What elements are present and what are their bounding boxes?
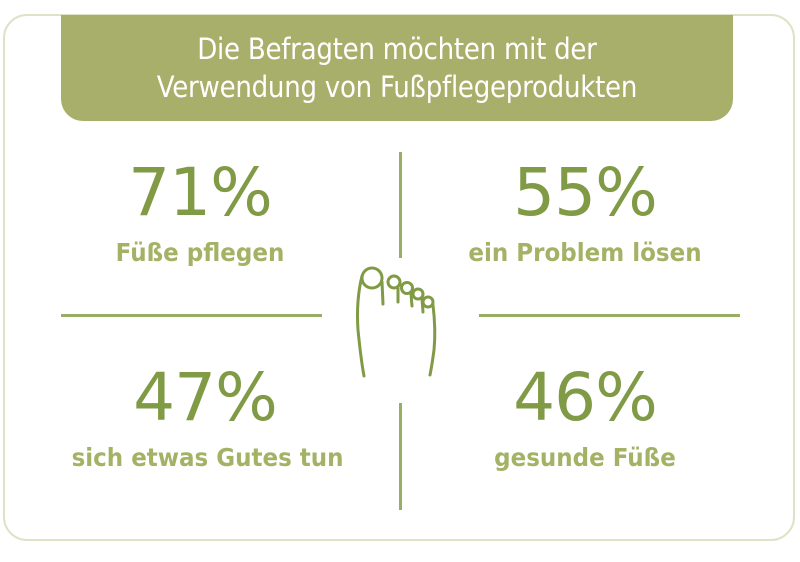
- stat-label: ein Problem lösen: [468, 238, 702, 267]
- stat-value: 55%: [513, 154, 658, 231]
- divider-left-horizontal: [61, 314, 322, 317]
- stat-value: 46%: [513, 359, 658, 436]
- title-line-1: Die Befragten möchten mit der: [197, 32, 597, 66]
- stat-top-left: 71% Füße pflegen: [90, 160, 310, 268]
- title-line-2: Verwendung von Fußpflegeprodukten: [156, 70, 638, 104]
- stat-value: 47%: [133, 359, 278, 436]
- title-banner: Die Befragten möchten mit der Verwendung…: [61, 15, 733, 121]
- stat-bottom-right: 46% gesunde Füße: [470, 365, 700, 473]
- stat-value: 71%: [128, 154, 273, 231]
- stat-label: sich etwas Gutes tun: [71, 443, 344, 472]
- divider-bottom-vertical: [399, 403, 402, 510]
- stat-top-right: 55% ein Problem lösen: [455, 160, 715, 268]
- divider-top-vertical: [399, 152, 402, 258]
- divider-right-horizontal: [479, 314, 740, 317]
- stat-label: gesunde Füße: [494, 443, 676, 472]
- stat-label: Füße pflegen: [115, 238, 285, 267]
- stat-bottom-left: 47% sich etwas Gutes tun: [60, 365, 350, 473]
- foot-icon: [356, 266, 437, 378]
